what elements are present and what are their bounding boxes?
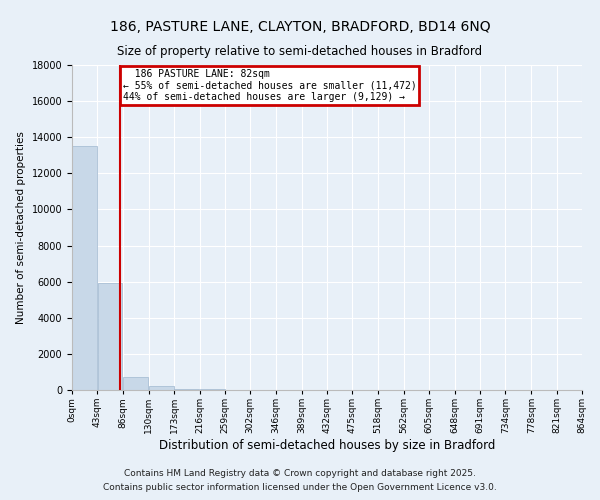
Bar <box>149 386 174 390</box>
Text: Contains public sector information licensed under the Open Government Licence v3: Contains public sector information licen… <box>103 484 497 492</box>
Text: Size of property relative to semi-detached houses in Bradford: Size of property relative to semi-detach… <box>118 45 482 58</box>
Text: Contains HM Land Registry data © Crown copyright and database right 2025.: Contains HM Land Registry data © Crown c… <box>124 468 476 477</box>
Bar <box>175 388 199 390</box>
Text: 186, PASTURE LANE, CLAYTON, BRADFORD, BD14 6NQ: 186, PASTURE LANE, CLAYTON, BRADFORD, BD… <box>110 20 490 34</box>
Bar <box>72 146 97 390</box>
Text: 186 PASTURE LANE: 82sqm
← 55% of semi-detached houses are smaller (11,472)
44% o: 186 PASTURE LANE: 82sqm ← 55% of semi-de… <box>123 68 416 102</box>
Bar <box>98 284 122 390</box>
Bar <box>123 378 148 390</box>
X-axis label: Distribution of semi-detached houses by size in Bradford: Distribution of semi-detached houses by … <box>159 439 495 452</box>
Y-axis label: Number of semi-detached properties: Number of semi-detached properties <box>16 131 26 324</box>
